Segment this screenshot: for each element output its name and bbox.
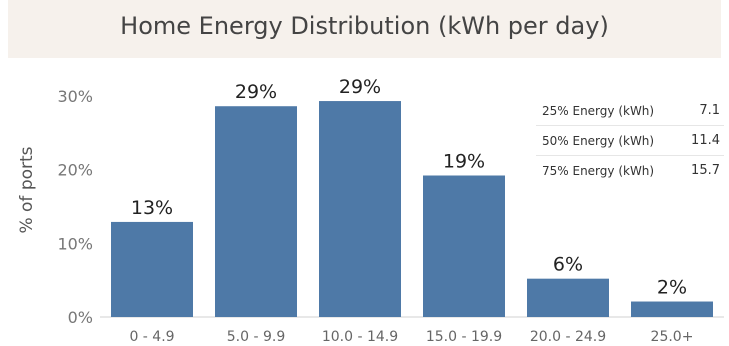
- bar: [423, 175, 505, 317]
- x-tick-label: 10.0 - 14.9: [322, 329, 398, 345]
- bar: [215, 106, 297, 317]
- x-tick-label: 25.0+: [651, 329, 694, 345]
- bars: [111, 101, 713, 318]
- y-axis-label: % of ports: [17, 146, 37, 233]
- chart-title: Home Energy Distribution (kWh per day): [120, 12, 609, 40]
- stat-value: 7.1: [699, 103, 720, 118]
- stat-row-50: 50% Energy (kWh) 11.4: [536, 126, 724, 156]
- bar: [111, 221, 193, 317]
- data-label: 2%: [657, 277, 687, 299]
- data-label: 29%: [235, 81, 277, 103]
- y-tick-label: 20%: [57, 161, 93, 180]
- x-ticks: 0 - 4.9 5.0 - 9.9 10.0 - 14.9 15.0 - 19.9 20…: [129, 329, 693, 345]
- stat-value: 11.4: [691, 133, 720, 148]
- stat-value: 15.7: [691, 163, 720, 178]
- x-tick-label: 5.0 - 9.9: [227, 329, 285, 345]
- data-labels: 13% 29% 29% 19% 6% 2%: [131, 76, 687, 298]
- x-tick-label: 20.0 - 24.9: [530, 329, 606, 345]
- y-tick-label: 0%: [68, 308, 93, 327]
- x-tick-label: 0 - 4.9: [129, 329, 174, 345]
- data-label: 19%: [443, 150, 485, 172]
- bar: [631, 301, 713, 317]
- y-ticks: 0% 10% 20% 30%: [57, 87, 93, 327]
- title-band: Home Energy Distribution (kWh per day): [8, 0, 721, 58]
- bar: [319, 101, 401, 318]
- stat-row-75: 75% Energy (kWh) 15.7: [536, 156, 724, 185]
- quartile-stats-table: 25% Energy (kWh) 7.1 50% Energy (kWh) 11…: [536, 96, 724, 185]
- y-tick-label: 30%: [57, 87, 93, 106]
- x-tick-label: 15.0 - 19.9: [426, 329, 502, 345]
- stat-label: 25% Energy (kWh): [542, 103, 655, 118]
- stat-row-25: 25% Energy (kWh) 7.1: [536, 96, 724, 126]
- stat-label: 50% Energy (kWh): [542, 133, 655, 148]
- data-label: 13%: [131, 197, 173, 219]
- data-label: 29%: [339, 76, 381, 98]
- y-tick-label: 10%: [57, 234, 93, 253]
- data-label: 6%: [553, 254, 583, 276]
- stat-label: 75% Energy (kWh): [542, 163, 655, 178]
- bar: [527, 278, 609, 317]
